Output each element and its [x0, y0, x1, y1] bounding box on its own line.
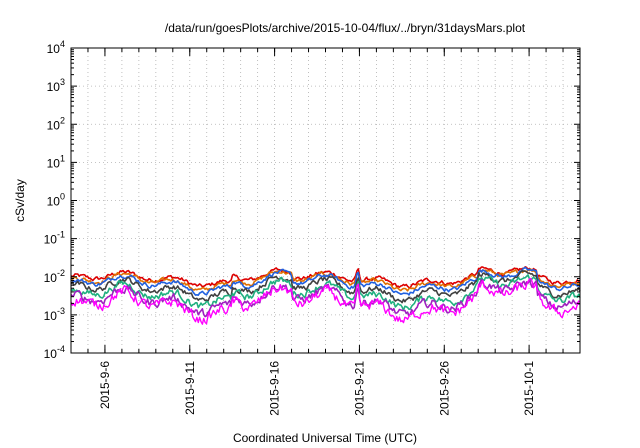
y-tick-base: 10 [47, 195, 61, 209]
x-axis-ticks: 2015-9-6 2015-9-11 2015-9-16 2015-9-21 2015-… [87, 48, 564, 416]
y-tick-label: 100 [47, 192, 65, 209]
plot-frame [70, 47, 581, 354]
y-tick-base: 10 [47, 42, 61, 56]
y-tick-base: 10 [47, 156, 61, 170]
y-tick-exponent: -3 [57, 306, 65, 316]
y-tick-base: 10 [44, 309, 58, 323]
series-line [70, 268, 581, 292]
series-line [70, 277, 581, 325]
x-tick-label: 2015-9-21 [352, 361, 366, 416]
y-tick-exponent: 3 [60, 77, 65, 87]
y-tick-exponent: -1 [57, 230, 65, 240]
series-line [70, 274, 581, 311]
y-tick-base: 10 [44, 347, 58, 361]
series-line [70, 266, 581, 297]
x-tick-label: 2015-9-16 [268, 361, 282, 416]
y-tick-base: 10 [47, 80, 61, 94]
y-tick-exponent: 4 [60, 39, 65, 49]
y-tick-label: 10-2 [44, 268, 65, 285]
y-tick-label: 103 [47, 77, 65, 94]
y-tick-label: 10-1 [44, 230, 65, 247]
y-tick-label: 10-4 [44, 344, 65, 361]
y-axis-label: cSv/day [13, 179, 27, 222]
y-tick-exponent: -4 [57, 344, 65, 354]
y-tick-exponent: 0 [60, 192, 65, 202]
y-tick-exponent: 1 [60, 153, 65, 163]
x-tick-label: 2015-9-11 [183, 361, 197, 415]
y-tick-exponent: -2 [57, 268, 65, 278]
x-axis-label: Coordinated Universal Time (UTC) [233, 431, 417, 445]
y-tick-label: 102 [47, 115, 65, 132]
y-tick-base: 10 [47, 118, 61, 132]
x-tick-label: 2015-10-1 [522, 361, 536, 416]
y-tick-exponent: 2 [60, 115, 65, 125]
y-tick-label: 101 [47, 153, 65, 170]
chart-title: /data/run/goesPlots/archive/2015-10-04/f… [165, 21, 526, 35]
y-tick-base: 10 [44, 271, 58, 285]
y-tick-label: 104 [47, 39, 65, 56]
x-tick-label: 2015-9-26 [437, 361, 451, 416]
y-tick-base: 10 [44, 233, 58, 247]
x-tick-label: 2015-9-6 [98, 361, 112, 409]
series-group [70, 265, 581, 325]
y-tick-label: 10-3 [44, 306, 65, 323]
